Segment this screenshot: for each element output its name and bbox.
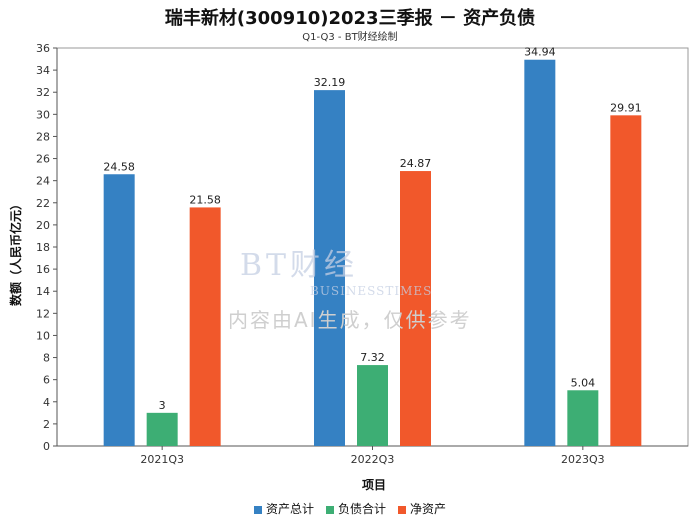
y-tick-label: 32	[36, 86, 50, 99]
data-label: 5.04	[571, 376, 596, 389]
bar	[314, 90, 345, 446]
x-axis-title: 项目	[362, 478, 386, 492]
data-label: 3	[159, 399, 166, 412]
y-tick-label: 26	[36, 153, 50, 166]
legend-label: 负债合计	[337, 502, 386, 516]
data-label: 24.87	[400, 157, 432, 170]
bar	[610, 115, 642, 446]
bar	[146, 412, 178, 446]
legend-item[interactable]: 净资产	[398, 500, 446, 517]
data-label: 7.32	[360, 351, 385, 364]
legend-item[interactable]: 负债合计	[325, 500, 386, 517]
y-axis-title: 数额（人民币亿元）	[8, 198, 23, 306]
legend-label: 资产总计	[265, 502, 314, 516]
y-tick-label: 8	[43, 352, 50, 365]
bar	[567, 390, 599, 446]
y-tick-label: 2	[43, 418, 50, 431]
legend-swatch	[325, 505, 334, 514]
legend: 资产总计 负债合计 净资产	[0, 500, 700, 517]
y-tick-label: 30	[36, 108, 50, 121]
y-tick-label: 18	[36, 241, 50, 254]
y-tick-label: 20	[36, 219, 50, 232]
data-label: 34.94	[524, 46, 556, 59]
y-tick-label: 22	[36, 197, 50, 210]
y-tick-label: 10	[36, 329, 50, 342]
y-tick-label: 16	[36, 263, 50, 276]
chart-title: 瑞丰新材(300910)2023三季报 － 资产负债	[164, 8, 536, 29]
legend-swatch	[398, 505, 406, 514]
data-label: 32.19	[314, 76, 346, 89]
y-tick-label: 6	[43, 374, 50, 387]
bar	[524, 59, 556, 447]
legend-label: 净资产	[410, 502, 447, 516]
chart-subtitle: Q1-Q3 - BT财经绘制	[302, 32, 398, 43]
x-tick-label: 2023Q3	[561, 453, 605, 466]
y-tick-label: 28	[36, 130, 50, 143]
y-tick-label: 0	[43, 440, 50, 453]
data-label: 24.58	[103, 160, 135, 173]
y-tick-label: 34	[36, 64, 50, 77]
legend-item[interactable]: 资产总计	[253, 500, 314, 517]
y-tick-label: 12	[36, 307, 50, 320]
legend-swatch	[253, 505, 262, 514]
y-tick-label: 4	[43, 396, 50, 409]
y-tick-label: 24	[36, 175, 50, 188]
x-tick-label: 2021Q3	[140, 453, 184, 466]
data-label: 21.58	[189, 193, 221, 206]
bar	[357, 365, 388, 446]
bar	[103, 174, 135, 446]
data-label: 29.91	[610, 101, 642, 114]
y-tick-label: 36	[36, 42, 50, 55]
bar	[189, 207, 221, 446]
x-tick-label: 2022Q3	[351, 453, 395, 466]
y-tick-label: 14	[36, 285, 50, 298]
bar	[400, 171, 431, 446]
